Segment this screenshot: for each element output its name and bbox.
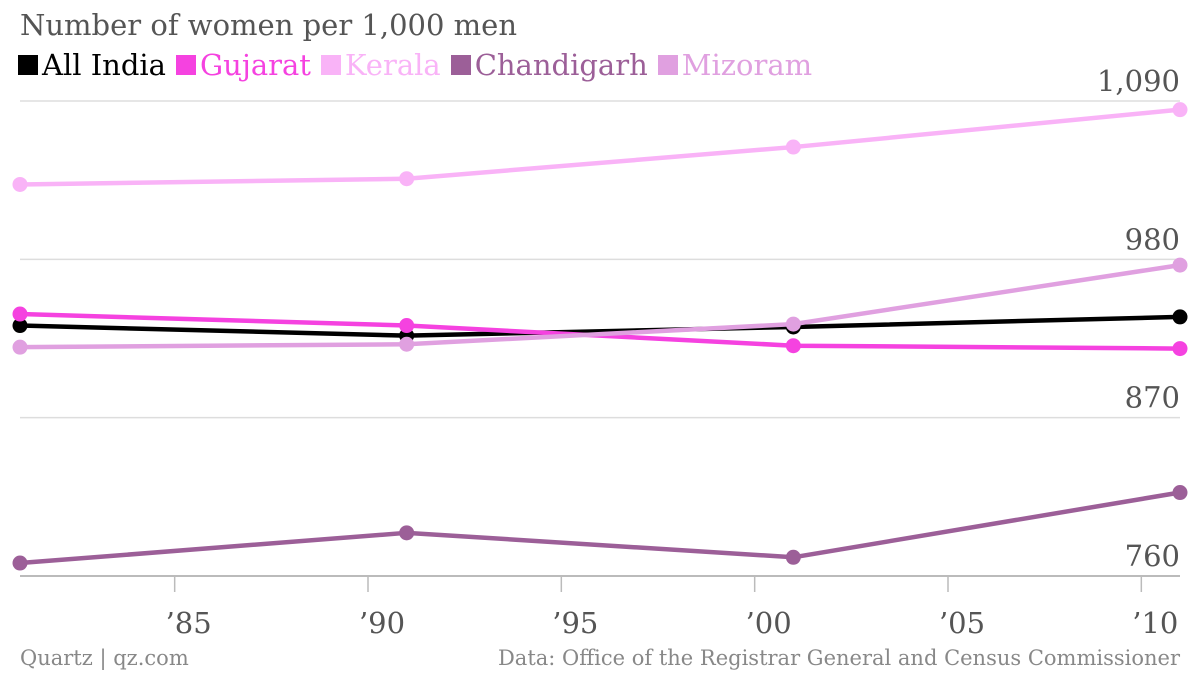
data-point-kerala xyxy=(1172,102,1188,118)
legend-swatch xyxy=(175,55,196,75)
data-point-kerala xyxy=(399,171,415,187)
data-point-gujarat xyxy=(785,338,801,354)
legend-item-all-india: All India xyxy=(18,48,166,82)
data-point-mizoram xyxy=(785,316,801,332)
legend-label: Chandigarh xyxy=(474,48,648,82)
data-point-all-india xyxy=(1172,309,1188,325)
legend-item-kerala: Kerala xyxy=(320,48,441,82)
series-line-mizoram xyxy=(19,262,1181,350)
legend-swatch xyxy=(450,55,471,75)
data-point-chandigarh xyxy=(12,555,28,571)
data-credit: Data: Office of the Registrar General an… xyxy=(497,646,1180,670)
legend-label: All India xyxy=(42,48,166,82)
series-line-kerala xyxy=(19,107,1181,187)
y-tick-label: 1,090 xyxy=(1097,64,1180,98)
x-tick-label: ’90 xyxy=(359,606,405,640)
data-point-mizoram xyxy=(12,339,28,355)
legend-label: Kerala xyxy=(344,48,441,82)
x-tick-label: ’10 xyxy=(1132,606,1178,640)
y-tick-label: 760 xyxy=(1125,539,1180,573)
legend-item-mizoram: Mizoram xyxy=(657,48,813,82)
y-tick-label: 980 xyxy=(1125,222,1180,256)
data-point-gujarat xyxy=(12,306,28,322)
y-tick-label: 870 xyxy=(1125,381,1180,415)
legend-item-chandigarh: Chandigarh xyxy=(450,48,648,82)
data-point-gujarat xyxy=(399,318,415,334)
data-point-chandigarh xyxy=(785,549,801,565)
legend: All India Gujarat Kerala Chandigarh Mizoram xyxy=(18,48,812,82)
legend-swatch xyxy=(657,55,678,75)
x-tick-label: ’95 xyxy=(552,606,598,640)
data-point-gujarat xyxy=(1172,341,1188,357)
legend-label: Gujarat xyxy=(199,48,311,82)
x-tick-label: ’85 xyxy=(166,606,212,640)
data-point-chandigarh xyxy=(399,525,415,541)
legend-label: Mizoram xyxy=(681,48,813,82)
data-point-kerala xyxy=(12,176,28,192)
legend-swatch xyxy=(320,55,341,75)
legend-item-gujarat: Gujarat xyxy=(175,48,311,82)
series-line-all-india xyxy=(19,314,1181,338)
series-line-chandigarh xyxy=(19,490,1181,566)
legend-swatch xyxy=(18,55,38,75)
data-point-chandigarh xyxy=(1172,485,1188,501)
data-point-mizoram xyxy=(399,336,415,352)
source-credit: Quartz | qz.com xyxy=(20,646,189,670)
data-point-kerala xyxy=(785,139,801,155)
x-tick-label: ’00 xyxy=(746,606,792,640)
chart-title: Number of women per 1,000 men xyxy=(20,8,517,42)
x-tick-label: ’05 xyxy=(939,606,985,640)
data-point-mizoram xyxy=(1172,257,1188,273)
data-point-all-india xyxy=(12,318,28,334)
